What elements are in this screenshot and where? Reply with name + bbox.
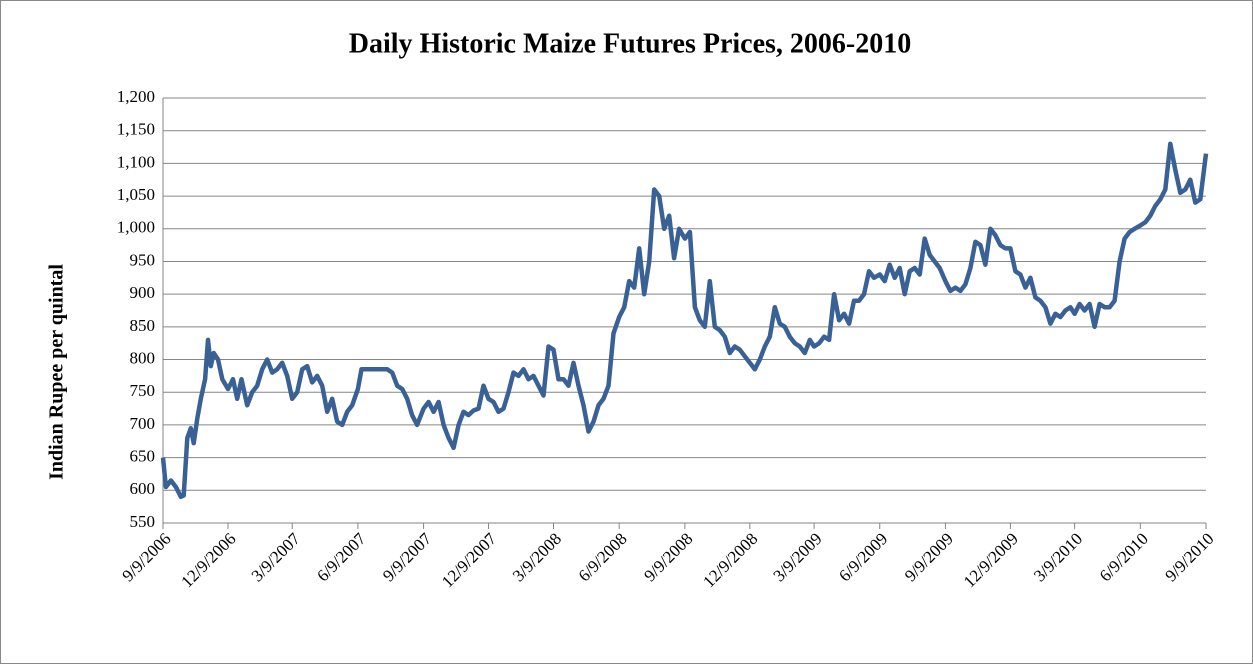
price-line — [160, 141, 1209, 500]
y-axis-label: Indian Rupee per quintal — [46, 264, 68, 480]
y-tick-label: 700 — [130, 414, 156, 433]
y-tick-label: 750 — [130, 381, 156, 400]
y-tick-label: 1,200 — [117, 87, 155, 106]
y-tick-label: 1,100 — [117, 152, 155, 171]
y-tick-label: 900 — [130, 283, 156, 302]
chart-title: Daily Historic Maize Futures Prices, 200… — [349, 28, 911, 59]
y-tick-label: 1,000 — [117, 218, 155, 237]
y-tick-label: 850 — [130, 316, 156, 335]
y-tick-label: 600 — [130, 479, 156, 498]
y-tick-label: 800 — [130, 348, 156, 367]
y-tick-label: 1,050 — [117, 185, 155, 204]
y-tick-label: 550 — [130, 512, 156, 531]
y-tick-label: 1,150 — [117, 120, 155, 139]
y-tick-label: 650 — [130, 447, 156, 466]
y-tick-label: 950 — [130, 250, 156, 269]
